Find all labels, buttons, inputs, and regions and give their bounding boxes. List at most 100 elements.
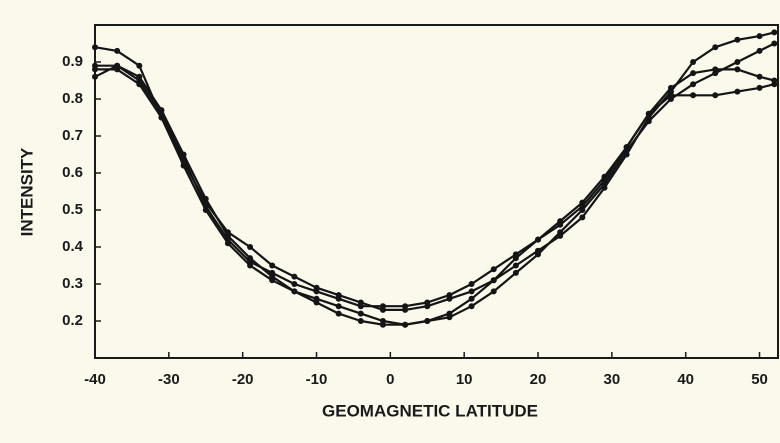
- data-point: [712, 92, 719, 99]
- data-point: [734, 59, 741, 65]
- data-point: [468, 288, 475, 295]
- data-point: [379, 318, 386, 324]
- x-tick-label: 40: [677, 371, 694, 388]
- data-point: [601, 181, 608, 188]
- data-point: [557, 221, 564, 228]
- data-point: [468, 295, 475, 302]
- data-point: [734, 88, 741, 95]
- data-point: [645, 118, 652, 125]
- data-point: [535, 236, 542, 243]
- data-point: [424, 318, 431, 324]
- data-point: [490, 277, 497, 284]
- x-tick-label: -40: [84, 371, 106, 388]
- data-point: [424, 299, 431, 306]
- data-point: [490, 266, 497, 273]
- data-point: [446, 292, 453, 299]
- data-point: [402, 303, 409, 310]
- data-point: [357, 303, 364, 310]
- data-point: [335, 303, 342, 310]
- data-point: [446, 314, 453, 321]
- data-point: [712, 70, 719, 77]
- data-point: [512, 262, 519, 269]
- data-point: [734, 36, 741, 43]
- data-point: [512, 251, 519, 258]
- data-point: [579, 207, 586, 213]
- y-tick-label: 0.4: [62, 238, 84, 255]
- data-point: [667, 96, 674, 102]
- y-tick-label: 0.7: [62, 127, 83, 144]
- data-point: [180, 162, 187, 169]
- data-point: [224, 240, 231, 247]
- data-point: [771, 29, 778, 36]
- x-axis-title: GEOMAGNETIC LATITUDE: [322, 401, 538, 420]
- data-point: [269, 277, 276, 284]
- data-point: [690, 59, 697, 65]
- y-tick-label: 0.2: [62, 312, 83, 329]
- data-point: [247, 262, 254, 269]
- data-point: [114, 47, 121, 54]
- series-line: [94, 31, 775, 311]
- x-tick-label: 0: [386, 371, 394, 388]
- data-point: [623, 147, 630, 154]
- x-tick-label: 50: [751, 371, 768, 388]
- data-point: [291, 281, 298, 287]
- data-point: [335, 310, 342, 317]
- y-tick-label: 0.5: [62, 201, 83, 218]
- data-point: [291, 273, 298, 280]
- data-point: [756, 73, 763, 80]
- data-point: [468, 303, 475, 310]
- data-point: [771, 40, 778, 47]
- x-tick-label: -20: [232, 371, 254, 388]
- x-tick-label: 10: [456, 371, 473, 388]
- y-axis-title: INTENSITY: [17, 147, 36, 236]
- data-point: [402, 321, 409, 328]
- data-point: [92, 44, 98, 51]
- data-point: [92, 66, 98, 73]
- data-point: [357, 310, 364, 317]
- x-tick-label: -10: [306, 371, 328, 388]
- y-tick-label: 0.6: [62, 164, 83, 181]
- data-point: [202, 195, 209, 202]
- data-point: [313, 288, 320, 295]
- data-point: [579, 214, 586, 221]
- data-point: [690, 92, 697, 99]
- data-point: [291, 288, 298, 295]
- data-point: [269, 269, 276, 276]
- data-point: [379, 303, 386, 310]
- data-point: [136, 81, 143, 88]
- data-point: [313, 295, 320, 302]
- data-point: [158, 114, 165, 121]
- data-point: [734, 66, 741, 73]
- data-point: [269, 262, 276, 269]
- y-tick-label: 0.8: [62, 90, 83, 107]
- data-point: [357, 318, 364, 324]
- data-point: [771, 77, 778, 84]
- data-point: [690, 81, 697, 88]
- data-point: [756, 47, 763, 54]
- data-point: [712, 44, 719, 51]
- data-point: [335, 295, 342, 302]
- series-line: [94, 64, 775, 326]
- data-point: [202, 207, 209, 213]
- data-point: [114, 66, 121, 73]
- x-tick-label: -30: [158, 371, 180, 388]
- data-point: [512, 269, 519, 276]
- data-point: [756, 33, 763, 40]
- y-tick-label: 0.9: [62, 53, 83, 70]
- data-point: [490, 288, 497, 295]
- x-tick-label: 20: [530, 371, 547, 388]
- data-point: [667, 84, 674, 91]
- x-tick-label: 30: [604, 371, 621, 388]
- data-point: [180, 155, 187, 162]
- data-point: [92, 73, 98, 80]
- data-point: [468, 281, 475, 287]
- series-line: [95, 64, 775, 308]
- data-point: [690, 70, 697, 77]
- series-line: [95, 42, 775, 326]
- data-point: [535, 251, 542, 258]
- data-point: [756, 84, 763, 91]
- data-point: [136, 62, 143, 69]
- plot-frame: [94, 24, 779, 359]
- data-point: [247, 244, 254, 250]
